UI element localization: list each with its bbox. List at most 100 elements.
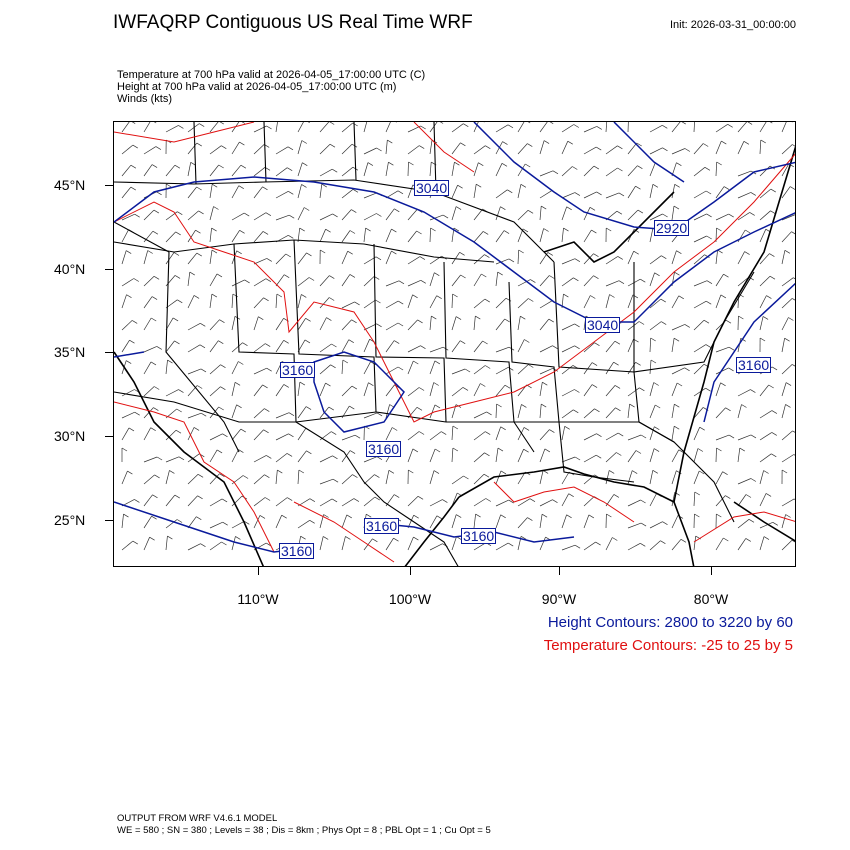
- wind-barb-flag: [376, 323, 382, 328]
- wind-barb-flag: [301, 184, 307, 188]
- wind-barb: [451, 492, 458, 507]
- wind-barb: [671, 404, 675, 419]
- wind-barb: [187, 543, 201, 551]
- wind-barb-flag: [771, 410, 778, 414]
- wind-barb-flag: [238, 361, 244, 365]
- wind-barb: [693, 235, 707, 243]
- wind-barb: [759, 295, 767, 309]
- wind-barb: [539, 170, 554, 177]
- wind-barb-flag: [616, 452, 622, 456]
- wind-barb-flag: [640, 542, 646, 547]
- wind-barb-flag: [346, 514, 352, 519]
- wind-barb-flag: [413, 536, 419, 541]
- wind-barb: [385, 538, 394, 551]
- wind-barb-flag: [674, 425, 680, 430]
- wind-barb-flag: [234, 381, 241, 386]
- wind-barb: [407, 448, 414, 463]
- wind-barb: [165, 494, 176, 507]
- wind-barb: [385, 322, 399, 331]
- wind-barb-flag: [306, 252, 312, 257]
- wind-barb: [297, 428, 307, 441]
- wind-barb-flag: [650, 337, 656, 342]
- wind-barb: [671, 206, 675, 221]
- wind-barb: [297, 162, 303, 177]
- wind-barb: [627, 142, 637, 155]
- wind-barb: [407, 431, 420, 441]
- wind-barb-flag: [618, 432, 624, 437]
- wind-barb-flag: [173, 252, 180, 256]
- wind-barb-flag: [288, 234, 294, 239]
- wind-barb-flag: [262, 384, 268, 389]
- wind-barb-flag: [613, 361, 619, 366]
- wind-barb-flag: [520, 315, 526, 320]
- wind-barb: [143, 346, 157, 353]
- wind-barb: [737, 519, 750, 529]
- wind-barb-flag: [174, 275, 181, 279]
- wind-barb-flag: [614, 340, 621, 345]
- wind-barb-flag: [480, 383, 486, 387]
- wind-barb-flag: [331, 498, 338, 503]
- wind-barb-flag: [394, 494, 400, 498]
- wind-barb-flag: [650, 359, 657, 364]
- wind-barb: [737, 141, 745, 155]
- wind-barb-flag: [722, 471, 728, 476]
- wind-barb: [341, 450, 351, 463]
- wind-barb: [781, 514, 786, 529]
- wind-barb-flag: [323, 514, 329, 518]
- wind-barb-flag: [485, 498, 491, 502]
- wind-barb-flag: [738, 293, 744, 298]
- wind-barb: [275, 497, 288, 507]
- wind-barb-flag: [568, 493, 574, 498]
- wind-barb: [473, 383, 481, 397]
- wind-barb-flag: [398, 280, 405, 285]
- wind-barb-flag: [199, 344, 206, 349]
- wind-barb-flag: [573, 124, 579, 128]
- wind-barb-flag: [197, 473, 204, 478]
- wind-barb-flag: [347, 250, 353, 255]
- wind-barb-flag: [213, 206, 219, 210]
- wind-barb-flag: [566, 514, 572, 519]
- wind-barb: [253, 231, 264, 243]
- wind-barb-flag: [240, 428, 246, 433]
- state-boundaries: [114, 122, 755, 566]
- wind-barb: [121, 229, 129, 243]
- wind-barb: [539, 404, 542, 419]
- wind-barb-flag: [329, 297, 335, 301]
- wind-barb: [649, 493, 657, 507]
- wind-barb: [341, 319, 352, 331]
- wind-barb: [605, 407, 616, 419]
- wind-barb: [209, 250, 213, 265]
- wind-barb-flag: [552, 170, 559, 175]
- wind-barb: [165, 231, 176, 243]
- wind-barb-flag: [434, 360, 441, 365]
- wind-barb: [561, 192, 576, 199]
- wind-barb-flag: [149, 536, 155, 541]
- wind-barb: [275, 190, 289, 199]
- wind-barb-flag: [747, 122, 753, 125]
- wind-barb: [341, 209, 352, 221]
- wind-barb-flag: [300, 535, 306, 540]
- wind-barb-flag: [725, 407, 731, 412]
- wind-barb: [253, 455, 267, 463]
- wind-barb-flag: [591, 362, 598, 366]
- wind-barb-flag: [352, 122, 358, 127]
- wind-barb: [385, 427, 393, 441]
- wind-barb-flag: [728, 213, 734, 218]
- wind-barb-flag: [244, 212, 250, 217]
- wind-barb: [627, 186, 636, 199]
- wind-barb: [275, 214, 290, 221]
- wind-barb-flag: [193, 427, 200, 431]
- wind-barb-flag: [147, 250, 153, 254]
- wind-barb: [319, 364, 331, 375]
- wind-barb: [517, 279, 531, 287]
- wind-barb-flag: [606, 227, 612, 232]
- wind-barb-flag: [456, 514, 462, 518]
- wind-barb: [253, 258, 267, 265]
- wind-barb: [693, 143, 704, 155]
- wind-barb-flag: [792, 430, 795, 433]
- wind-barb: [297, 294, 302, 309]
- wind-barb-flag: [721, 140, 727, 145]
- wind-barb-flag: [328, 406, 334, 411]
- wind-barb-flag: [527, 143, 533, 147]
- wind-barb: [473, 145, 486, 155]
